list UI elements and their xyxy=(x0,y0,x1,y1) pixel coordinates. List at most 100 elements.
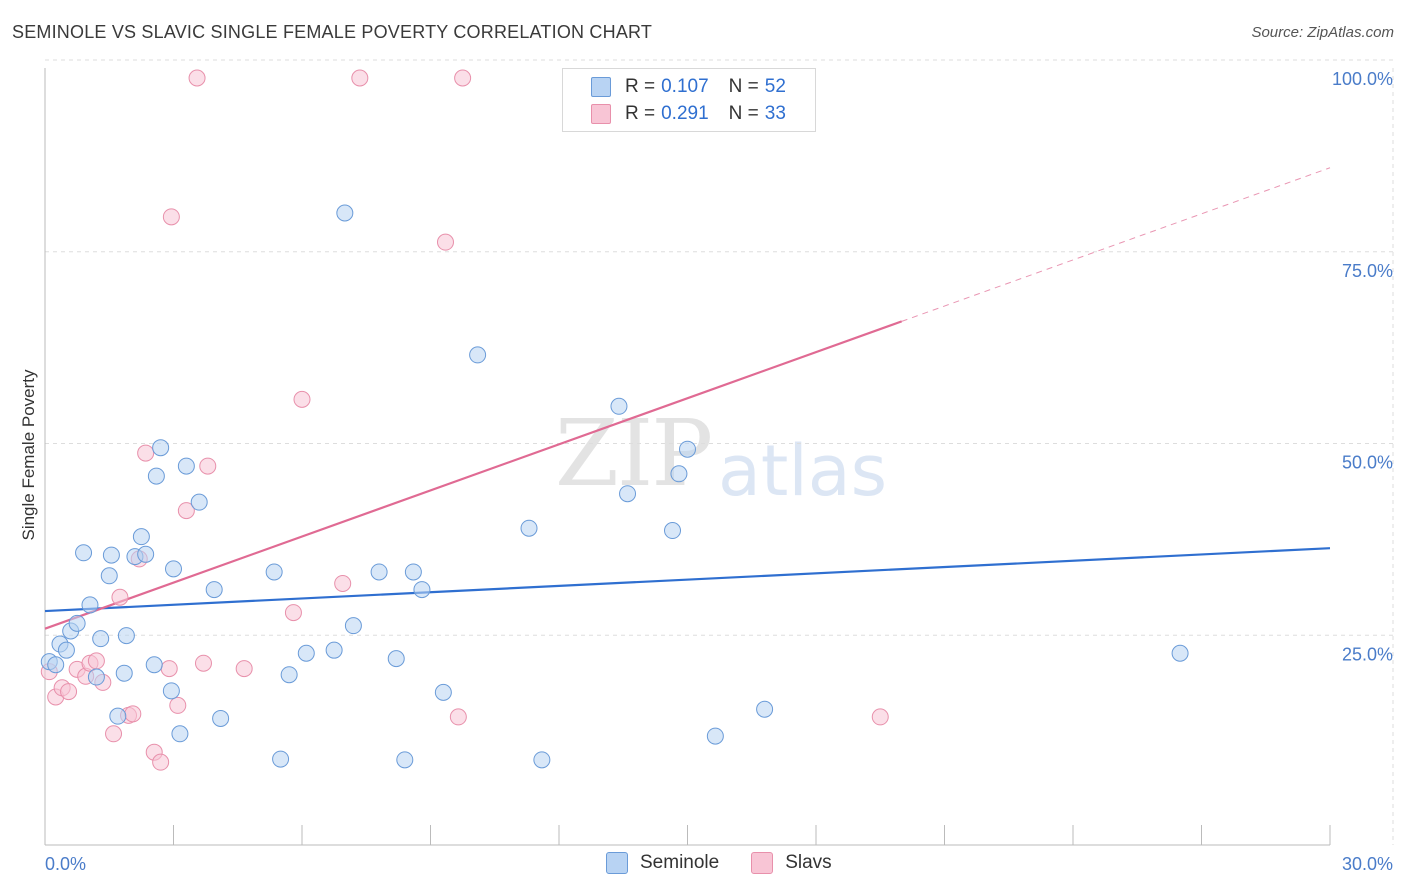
x-tick-label: 0.0% xyxy=(45,854,86,874)
point-seminole xyxy=(265,563,283,581)
point-seminole xyxy=(81,596,99,614)
point-seminole xyxy=(404,563,422,581)
point-seminole xyxy=(469,346,487,364)
bottom-legend-slavs[interactable]: Slavs xyxy=(751,852,832,874)
point-slavs xyxy=(351,69,369,87)
point-seminole xyxy=(165,560,182,578)
point-slavs xyxy=(137,444,155,462)
point-seminole xyxy=(100,567,118,585)
point-slavs xyxy=(334,574,352,592)
points-seminole xyxy=(40,204,1189,769)
point-seminole xyxy=(533,751,551,769)
point-slavs xyxy=(177,502,195,520)
legend-n-label: N = xyxy=(728,76,759,97)
point-slavs xyxy=(188,69,206,87)
point-slavs xyxy=(293,390,311,408)
point-seminole xyxy=(336,204,354,222)
bottom-legend-seminole[interactable]: Seminole xyxy=(606,852,719,874)
point-seminole xyxy=(147,467,165,485)
point-slavs xyxy=(169,696,187,714)
point-seminole xyxy=(102,546,120,564)
point-seminole xyxy=(152,439,170,457)
point-seminole xyxy=(92,630,110,648)
point-slavs xyxy=(160,660,178,678)
chart-title: SEMINOLE VS SLAVIC SINGLE FEMALE POVERTY… xyxy=(12,22,653,42)
bottom-legend: Seminole Slavs xyxy=(606,852,864,874)
point-seminole xyxy=(297,644,315,662)
point-seminole xyxy=(706,727,724,745)
point-seminole xyxy=(75,544,93,562)
point-seminole xyxy=(205,581,223,599)
point-slavs xyxy=(235,660,253,678)
point-seminole xyxy=(413,581,431,599)
point-slavs xyxy=(194,654,212,672)
point-seminole xyxy=(280,666,298,684)
point-seminole xyxy=(68,614,86,632)
watermark-atlas: atlas xyxy=(718,430,888,512)
point-seminole xyxy=(370,563,388,581)
point-slavs xyxy=(454,69,472,87)
point-seminole xyxy=(145,656,163,674)
point-seminole xyxy=(664,522,682,540)
point-slavs xyxy=(105,725,123,743)
legend-row-slavs: R = 0.291 N = 33 xyxy=(591,101,786,127)
legend-swatch-slavs xyxy=(591,104,611,124)
point-seminole xyxy=(117,627,135,645)
point-seminole xyxy=(177,457,195,475)
point-seminole xyxy=(137,545,155,563)
legend-r-label: R = xyxy=(625,76,656,97)
legend-swatch-seminole xyxy=(591,77,611,97)
point-slavs xyxy=(87,652,105,670)
axes xyxy=(44,68,1331,846)
point-slavs xyxy=(111,588,129,606)
point-seminole xyxy=(1171,644,1189,662)
point-slavs xyxy=(152,753,170,771)
point-slavs xyxy=(124,705,142,723)
point-slavs xyxy=(871,708,889,726)
point-seminole xyxy=(132,528,150,546)
legend-row-seminole: R = 0.107 N = 52 xyxy=(591,74,786,100)
legend: R = 0.107 N = 52 R = 0.291 N = 33 xyxy=(562,68,816,132)
points-slavs xyxy=(40,69,889,771)
trend-lines xyxy=(44,167,1331,630)
y-tick-label: 75.0% xyxy=(1342,261,1393,281)
point-seminole xyxy=(396,751,414,769)
bottom-legend-swatch-seminole xyxy=(606,852,628,874)
point-seminole xyxy=(57,641,75,659)
point-seminole xyxy=(171,725,189,743)
point-seminole xyxy=(387,650,405,668)
legend-r-label: R = xyxy=(625,103,656,124)
y-tick-label: 25.0% xyxy=(1342,644,1393,664)
y-tick-label: 100.0% xyxy=(1332,69,1393,89)
legend-n-label: N = xyxy=(728,103,759,124)
point-slavs xyxy=(449,708,467,726)
point-seminole xyxy=(670,465,688,483)
point-seminole xyxy=(619,485,637,503)
point-seminole xyxy=(47,656,65,674)
point-seminole xyxy=(344,617,362,635)
point-seminole xyxy=(520,519,538,537)
point-seminole xyxy=(190,493,208,511)
bottom-legend-swatch-slavs xyxy=(751,852,774,874)
point-seminole xyxy=(434,683,452,701)
legend-n-value-slavs: 33 xyxy=(764,103,786,124)
point-seminole xyxy=(756,700,774,718)
bottom-legend-label-slavs: Slavs xyxy=(785,852,832,873)
point-seminole xyxy=(610,397,628,415)
point-slavs xyxy=(436,233,454,251)
legend-n-value-seminole: 52 xyxy=(764,76,786,97)
point-slavs xyxy=(162,208,180,226)
y-axis-title: Single Female Poverty xyxy=(19,369,38,541)
legend-r-value-seminole: 0.107 xyxy=(661,76,709,97)
y-tick-label: 50.0% xyxy=(1342,453,1393,473)
trend-line-dashed-slavs xyxy=(901,167,1331,322)
point-seminole xyxy=(87,668,105,686)
point-seminole xyxy=(272,750,290,768)
point-seminole xyxy=(162,682,180,700)
point-slavs xyxy=(284,604,302,622)
point-seminole xyxy=(109,707,127,725)
trend-line-seminole xyxy=(44,547,1331,613)
point-slavs xyxy=(60,683,78,701)
source-label: Source: ZipAtlas.com xyxy=(1251,24,1394,41)
